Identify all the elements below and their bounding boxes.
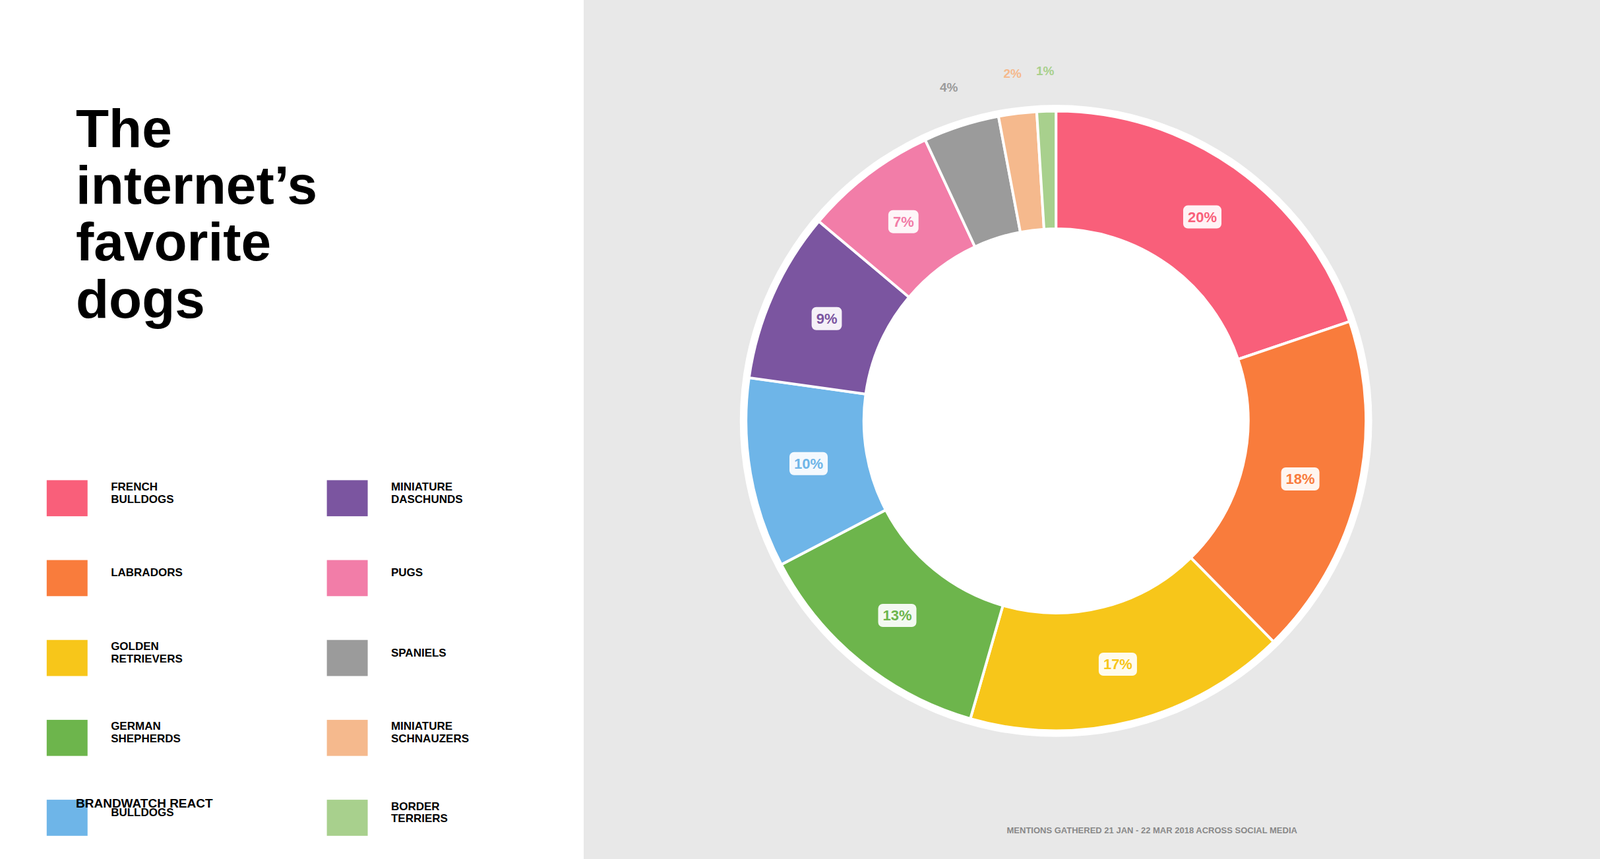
legend-label: MINIATUREDASCHUNDS [391, 480, 463, 506]
legend-label: GERMANSHEPHERDS [110, 720, 181, 746]
slice [1055, 110, 1350, 360]
text-line: internet’s [75, 154, 318, 216]
legend-swatch [327, 800, 369, 837]
legend-swatch [327, 560, 369, 597]
outer-ring [739, 104, 1373, 738]
text-line: dogs [75, 269, 206, 330]
data-label: 17% [1103, 656, 1133, 673]
label-box [789, 452, 828, 476]
text-line: GERMAN [110, 720, 161, 734]
background [0, 0, 1600, 859]
text-line: GOLDEN [110, 641, 159, 654]
legend-label: MINIATURESCHNAUZERS [391, 720, 469, 746]
data-label: 2% [1003, 66, 1023, 81]
data-label: 20% [1187, 209, 1217, 226]
data-label: 10% [794, 455, 824, 473]
text-line: The [75, 98, 173, 159]
legend-swatch [327, 640, 369, 677]
text-line: RETRIEVERS [110, 652, 183, 666]
text-line: TERRIERS [391, 813, 448, 826]
legend-label: LABRADORS [110, 567, 183, 580]
slice [970, 557, 1274, 731]
legend-label: GOLDENRETRIEVERS [110, 641, 183, 667]
text-line: DASCHUNDS [391, 493, 463, 506]
text-line: MINIATURE [391, 720, 453, 734]
slice [1036, 110, 1056, 229]
legend-swatch [46, 560, 88, 597]
title: Theinternet’sfavoritedogs [75, 98, 318, 329]
text-line: FRENCH [110, 480, 158, 494]
text-line: BORDER [391, 800, 440, 814]
text-line: SPANIELS [391, 646, 447, 660]
left-panel [0, 0, 584, 859]
chart: Theinternet’sfavoritedogs FRENCHBULLDOGS L… [0, 0, 1600, 859]
legend-swatch [46, 640, 88, 677]
legend-swatch [46, 720, 88, 757]
slice [745, 377, 886, 565]
text-line: SCHNAUZERS [391, 733, 469, 746]
slices [745, 110, 1366, 731]
data-label: 13% [882, 607, 912, 624]
label-box [888, 210, 919, 234]
legend-swatch [327, 720, 369, 757]
pie: 20% 18% 17% 13% 10% 9% 7% 4% 2% 1% [739, 63, 1373, 738]
label-box [811, 307, 843, 331]
legend-label: FRENCHBULLDOGS [110, 480, 174, 506]
text-line: SHEPHERDS [110, 733, 181, 746]
legend-swatch [46, 480, 88, 517]
legend-label: BORDERTERRIERS [391, 800, 448, 826]
data-label: 9% [816, 310, 838, 328]
text-line: LABRADORS [110, 567, 183, 580]
text-line: PUGS [391, 567, 423, 580]
label-box [1098, 652, 1138, 677]
label-box [1183, 205, 1222, 229]
annotation: BRANDWATCH REACT [75, 796, 214, 811]
text-line: MINIATURE [391, 480, 453, 494]
subtitle: MENTIONS GATHERED 21 JAN - 22 MAR 2018 A… [1007, 825, 1298, 836]
legend: FRENCHBULLDOGSLABRADORSGOLDENRETRIEVERSG… [46, 480, 469, 836]
text-line: favorite [75, 211, 272, 272]
label-box [877, 604, 917, 628]
text-line: BULLDOGS [110, 493, 174, 506]
data-label: 4% [939, 80, 959, 95]
label-box [1281, 467, 1320, 491]
legend-label: PUGS [391, 567, 423, 580]
data-label: 7% [892, 213, 915, 231]
legend-label: SPANIELS [391, 646, 447, 660]
data-label: 1% [1036, 63, 1055, 78]
data-labels: 20% 18% 17% 13% 10% 9% 7% 4% 2% 1% [789, 63, 1320, 677]
data-label: 18% [1286, 470, 1316, 488]
legend-swatch [327, 480, 369, 517]
